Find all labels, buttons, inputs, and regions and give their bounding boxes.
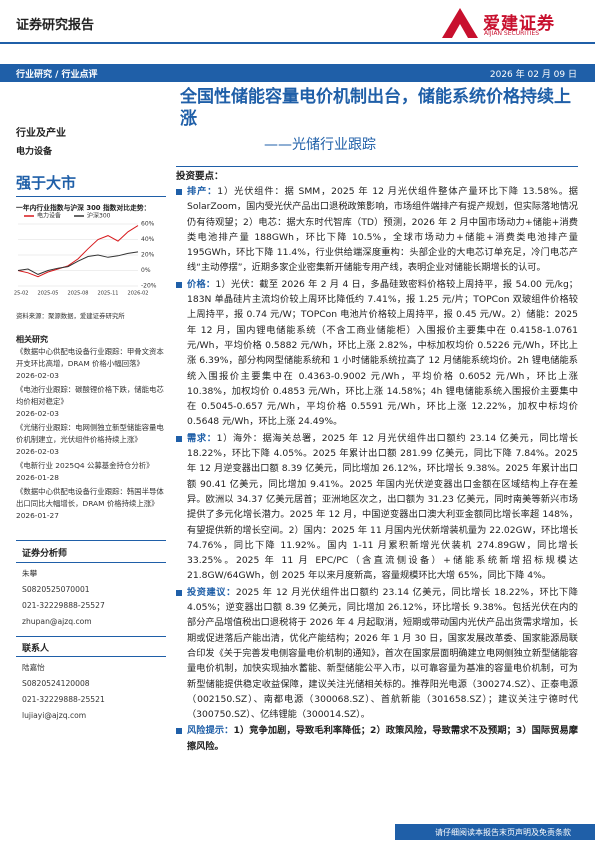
rule bbox=[16, 636, 166, 637]
line-series bbox=[17, 225, 139, 278]
related-date: 2026-01-27 bbox=[16, 511, 59, 520]
x-tick-label: 2025-05 bbox=[38, 291, 59, 297]
analyst-phone: 021-32229888-25527 bbox=[22, 601, 105, 610]
point-label: 风险提示： bbox=[187, 725, 234, 737]
logo-text: 爱建证券 bbox=[483, 14, 555, 34]
related-title: 《数据中心供配电设备行业跟踪：甲骨文资本开支环比高增，DRAM 价格小幅回落》 bbox=[16, 347, 164, 368]
point-label: 价格： bbox=[187, 278, 216, 290]
point: 风险提示：1）竞争加剧，导致毛利率降低；2）政策风险，导致需求不及预期；3）国际… bbox=[176, 723, 578, 754]
rule bbox=[16, 196, 166, 197]
x-tick-label: 2025-08 bbox=[68, 291, 89, 297]
analyst-id: S0820525070001 bbox=[22, 585, 90, 594]
chart-title: 一年内行业指数与沪深 300 指数对比走势： bbox=[16, 204, 151, 212]
point: 投资建议：2025 年 12 月光伏组件出口额约 23.14 亿美元，同比增长 … bbox=[176, 585, 578, 723]
related-list: 《数据中心供配电设备行业跟踪：甲骨文资本开支环比高增，DRAM 价格小幅回落》 2… bbox=[16, 346, 166, 524]
related-date: 2026-02-03 bbox=[16, 447, 59, 456]
legend-label: 电力设备 bbox=[37, 212, 61, 220]
points: 排产：1）光伏组件：据 SMM，2025 年 12 月光伏组件整体产量环比下降 … bbox=[176, 184, 578, 755]
related-title: 《电池行业跟踪：碳酸锂价格下跌，储能电芯均价相对稳定》 bbox=[16, 385, 164, 406]
contact-email: lujiayi@ajzq.com bbox=[22, 711, 87, 720]
related-date: 2026-01-28 bbox=[16, 473, 59, 482]
rule bbox=[176, 166, 578, 167]
point-text: 1）海外：据海关总署，2025 年 12 月光伏组件出口额约 23.14 亿美元… bbox=[187, 432, 578, 582]
report-label: 证券研究报告 bbox=[16, 18, 95, 33]
source: 资料来源：聚源数据，爱建证券研究所 bbox=[16, 312, 125, 320]
rule bbox=[16, 656, 166, 657]
related-item: 《数据中心供配电设备行业跟踪：韩国半导体出口同比大幅增长，DRAM 价格持续上涨… bbox=[16, 486, 166, 522]
analyst-title: 证券分析师 bbox=[22, 549, 68, 559]
rating: 强于大市 bbox=[16, 174, 77, 192]
analyst-name: 朱攀 bbox=[22, 569, 38, 578]
rule bbox=[0, 42, 595, 44]
x-tick-label: 2026-02 bbox=[128, 291, 149, 297]
band bbox=[0, 64, 595, 82]
point-label: 排产： bbox=[187, 186, 218, 197]
related-title: 《电新行业 2025Q4 公募基金持仓分析》 bbox=[16, 461, 154, 470]
related-date: 2026-02-03 bbox=[16, 409, 59, 418]
industry-label: 行业及产业 bbox=[16, 128, 66, 139]
related-date: 2026-02-03 bbox=[16, 371, 59, 380]
logo-icon bbox=[440, 6, 480, 40]
rule bbox=[16, 562, 166, 563]
related-title: 《光储行业跟踪：电网侧独立新型储能容量电价机制建立，光伏组件价格持续上涨》 bbox=[16, 423, 164, 444]
footer: 请仔细阅读本报告末页声明及免责条款 bbox=[435, 828, 571, 837]
industry: 电力设备 bbox=[16, 147, 53, 157]
analyst: 朱攀 S0820525070001 021-32229888-25527 zhu… bbox=[22, 566, 105, 630]
point-text: 1）竞争加剧，导致毛利率降低；2）政策风险，导致需求不及预期；3）国际贸易摩擦风… bbox=[187, 725, 578, 752]
contact-title: 联系人 bbox=[22, 644, 50, 654]
related-item: 《电新行业 2025Q4 公募基金持仓分析》 2026-01-28 bbox=[16, 460, 166, 484]
related-item: 《数据中心供配电设备行业跟踪：甲骨文资本开支环比高增，DRAM 价格小幅回落》 2… bbox=[16, 346, 166, 382]
y-tick-label: 40% bbox=[141, 236, 155, 243]
y-tick-label: 0% bbox=[141, 267, 151, 274]
point-text: 2025 年 12 月光伏组件出口额约 23.14 亿美元，同比增长 18.22… bbox=[187, 586, 578, 721]
band-left: 行业研究 / 行业点评 bbox=[16, 70, 98, 80]
y-tick-label: -20% bbox=[141, 283, 157, 290]
contact-name: 陆嘉怡 bbox=[22, 663, 45, 672]
analyst-email: zhupan@ajzq.com bbox=[22, 617, 92, 626]
line-series bbox=[17, 251, 139, 275]
band-date: 2026 年 02 月 09 日 bbox=[489, 70, 577, 80]
point-label: 需求： bbox=[187, 432, 217, 444]
rule bbox=[16, 540, 166, 541]
title: 全国性储能容量电价机制出台，储能系统价格持续上涨 bbox=[180, 87, 571, 129]
contact: 陆嘉怡 S0820524120008 021-32229888-25521 lu… bbox=[22, 660, 105, 724]
chart: -20% 0% 20% 40% 60% 2025-02 2025-05 2025-08 2025… bbox=[14, 212, 157, 297]
point-text: 1）光伏组件：据 SMM，2025 年 12 月光伏组件整体产量环比下降 13.… bbox=[187, 186, 578, 274]
point-text: 1）光伏：截至 2026 年 2 月 4 日，多晶硅致密料价格较上周持平，报 5… bbox=[187, 278, 578, 428]
related-title: 相关研究 bbox=[16, 335, 48, 344]
contact-phone: 021-32229888-25521 bbox=[22, 695, 105, 704]
legend-label: 沪深300 bbox=[87, 212, 111, 220]
x-tick-label: 2025-02 bbox=[14, 291, 28, 297]
y-tick-label: 60% bbox=[141, 221, 155, 228]
point: 需求：1）海外：据海关总署，2025 年 12 月光伏组件出口额约 23.14 … bbox=[176, 431, 578, 584]
footer-area: 请仔细阅读本报告末页声明及免责条款 bbox=[0, 822, 595, 842]
related-title: 《数据中心供配电设备行业跟踪：韩国半导体出口同比大幅增长，DRAM 价格持续上涨… bbox=[16, 487, 164, 508]
contact-id: S0820524120008 bbox=[22, 679, 90, 688]
related-item: 《电池行业跟踪：碳酸锂价格下跌，储能电芯均价相对稳定》 2026-02-03 bbox=[16, 384, 166, 420]
y-tick-label: 20% bbox=[141, 252, 155, 259]
related-item: 《光储行业跟踪：电网侧独立新型储能容量电价机制建立，光伏组件价格持续上涨》 202… bbox=[16, 422, 166, 458]
x-tick-label: 2025-11 bbox=[98, 291, 119, 297]
point-label: 投资建议： bbox=[187, 586, 236, 598]
point: 排产：1）光伏组件：据 SMM，2025 年 12 月光伏组件整体产量环比下降 … bbox=[176, 184, 578, 276]
logo-en: AIJIAN SECURITIES bbox=[484, 30, 540, 37]
point: 价格：1）光伏：截至 2026 年 2 月 4 日，多晶硅致密料价格较上周持平，… bbox=[176, 277, 578, 430]
heading: 投资要点： bbox=[176, 171, 224, 182]
subtitle: ——光储行业跟踪 bbox=[264, 137, 376, 153]
